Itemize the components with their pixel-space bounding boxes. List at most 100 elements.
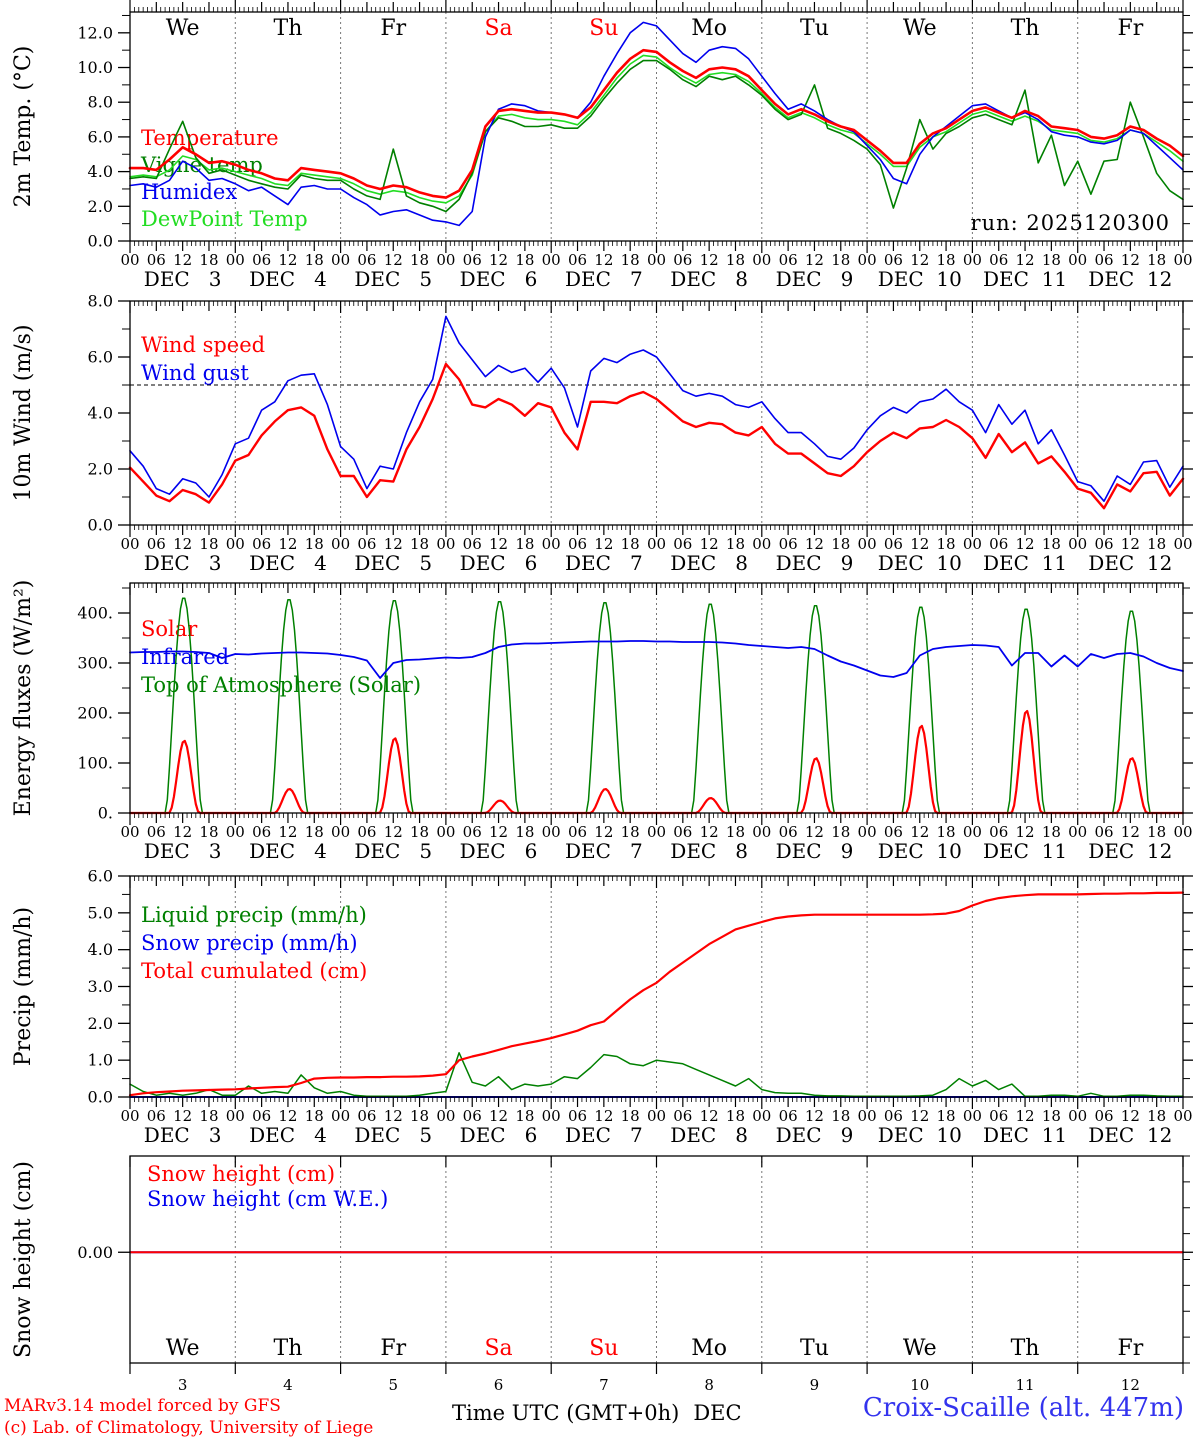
hour-label: 18 xyxy=(831,823,850,841)
ytick-label: 6.0 xyxy=(88,867,113,886)
date-label: DEC 6 xyxy=(460,839,538,863)
hour-label: 12 xyxy=(700,823,719,841)
y-axis-wind-10m: 0.0 2.0 4.0 6.0 8.0 xyxy=(88,292,1193,535)
hour-label: 12 xyxy=(805,1107,824,1125)
hour-label: 12 xyxy=(805,251,824,269)
axis-title-precip: Precip (mm/h) xyxy=(11,907,36,1066)
date-label: DEC 8 xyxy=(670,267,748,291)
hour-label: 00 xyxy=(226,1107,245,1125)
hour-label: 18 xyxy=(937,1107,956,1125)
hour-label: 12 xyxy=(489,1107,508,1125)
hour-label: 18 xyxy=(305,251,324,269)
day-number: 5 xyxy=(388,1376,398,1394)
date-label: DEC 12 xyxy=(1088,1123,1172,1147)
day-name: We xyxy=(166,1336,200,1361)
ytick-label: 4.0 xyxy=(88,404,113,423)
hour-label: 18 xyxy=(515,1107,534,1125)
hour-label: 00 xyxy=(963,1107,982,1125)
hour-label: 06 xyxy=(1094,251,1113,269)
date-label: DEC 4 xyxy=(249,551,327,575)
day-name: Su xyxy=(589,1336,618,1361)
series-temperature xyxy=(128,48,1185,199)
hour-label: 18 xyxy=(515,535,534,553)
hour-label: 00 xyxy=(1068,251,1087,269)
hour-label: 00 xyxy=(226,823,245,841)
hour-label: 00 xyxy=(752,251,771,269)
hour-label: 18 xyxy=(199,251,218,269)
day-name: We xyxy=(903,16,937,41)
hour-label: 06 xyxy=(357,1107,376,1125)
hour-label: 00 xyxy=(1173,823,1192,841)
day-name: Sa xyxy=(484,16,512,41)
y-axis-snow-height: 0.00 xyxy=(77,1155,1193,1364)
hour-label: 12 xyxy=(173,1107,192,1125)
hour-label: 06 xyxy=(1094,823,1113,841)
hour-label: 00 xyxy=(331,535,350,553)
legend-snow-precip-mm-h-: Snow precip (mm/h) xyxy=(141,931,358,955)
date-label: DEC 9 xyxy=(776,839,854,863)
day-number: 7 xyxy=(599,1376,609,1394)
hour-label: 00 xyxy=(120,535,139,553)
ytick-label: 3.0 xyxy=(88,977,113,996)
legend-snow-height: Snow height (cm)Snow height (cm W.E.) xyxy=(147,1162,388,1211)
hour-label: 00 xyxy=(1173,251,1192,269)
hour-label: 18 xyxy=(726,823,745,841)
hour-label: 12 xyxy=(489,251,508,269)
hour-label: 12 xyxy=(805,535,824,553)
hour-label: 12 xyxy=(1121,535,1140,553)
date-label: DEC 9 xyxy=(776,1123,854,1147)
hour-label: 06 xyxy=(779,251,798,269)
hour-label: 18 xyxy=(726,251,745,269)
hour-label: 06 xyxy=(673,1107,692,1125)
series-wind-speed xyxy=(128,362,1185,510)
day-name: Tu xyxy=(800,16,829,41)
hour-label: 12 xyxy=(910,251,929,269)
hour-label: 18 xyxy=(305,823,324,841)
date-label: DEC 5 xyxy=(354,839,432,863)
hour-label: 12 xyxy=(489,535,508,553)
hour-label: 00 xyxy=(542,251,561,269)
hour-label: 18 xyxy=(1147,823,1166,841)
ytick-label: 400. xyxy=(77,604,113,623)
day-name: Sa xyxy=(484,1336,512,1361)
hour-label: 18 xyxy=(831,251,850,269)
date-labels-energy-fluxes: DEC 3 DEC 4 DEC 5 DEC 6 DEC 7 DEC 8 DEC 9 DEC 1… xyxy=(144,839,1173,863)
hour-label: 18 xyxy=(305,1107,324,1125)
hour-label: 06 xyxy=(463,823,482,841)
hour-label: 12 xyxy=(594,251,613,269)
date-label: DEC 5 xyxy=(354,267,432,291)
hour-label: 00 xyxy=(963,823,982,841)
hour-label: 06 xyxy=(147,1107,166,1125)
hour-label: 18 xyxy=(831,535,850,553)
hour-label: 18 xyxy=(199,823,218,841)
hour-label: 00 xyxy=(647,535,666,553)
hour-label: 18 xyxy=(1147,1107,1166,1125)
day-name: Th xyxy=(1011,1336,1040,1361)
hour-label: 18 xyxy=(410,535,429,553)
hour-label: 18 xyxy=(1147,535,1166,553)
date-label: DEC 11 xyxy=(983,267,1067,291)
day-name: Su xyxy=(589,16,618,41)
date-label: DEC 3 xyxy=(144,551,222,575)
hour-label: 00 xyxy=(436,535,455,553)
series-vigne-temp xyxy=(129,59,1184,213)
hour-label: 12 xyxy=(594,535,613,553)
ytick-label: 4.0 xyxy=(88,162,113,181)
hour-label: 18 xyxy=(1042,823,1061,841)
ytick-label: 100. xyxy=(77,754,113,773)
hour-label: 00 xyxy=(226,535,245,553)
hour-label: 00 xyxy=(1068,1107,1087,1125)
date-label: DEC 9 xyxy=(776,267,854,291)
hour-label: 06 xyxy=(463,535,482,553)
hour-label: 12 xyxy=(278,535,297,553)
day-name: We xyxy=(903,1336,937,1361)
hour-label: 00 xyxy=(331,1107,350,1125)
panel-precip: Liquid precip (mm/h) Snow precip (mm/h) To… xyxy=(11,867,1193,1147)
hour-label: 00 xyxy=(858,251,877,269)
ytick-label: 10.0 xyxy=(77,58,113,77)
date-label: DEC 5 xyxy=(354,551,432,575)
x-axis-energy-fluxes xyxy=(129,583,1184,825)
hour-label: 06 xyxy=(463,1107,482,1125)
